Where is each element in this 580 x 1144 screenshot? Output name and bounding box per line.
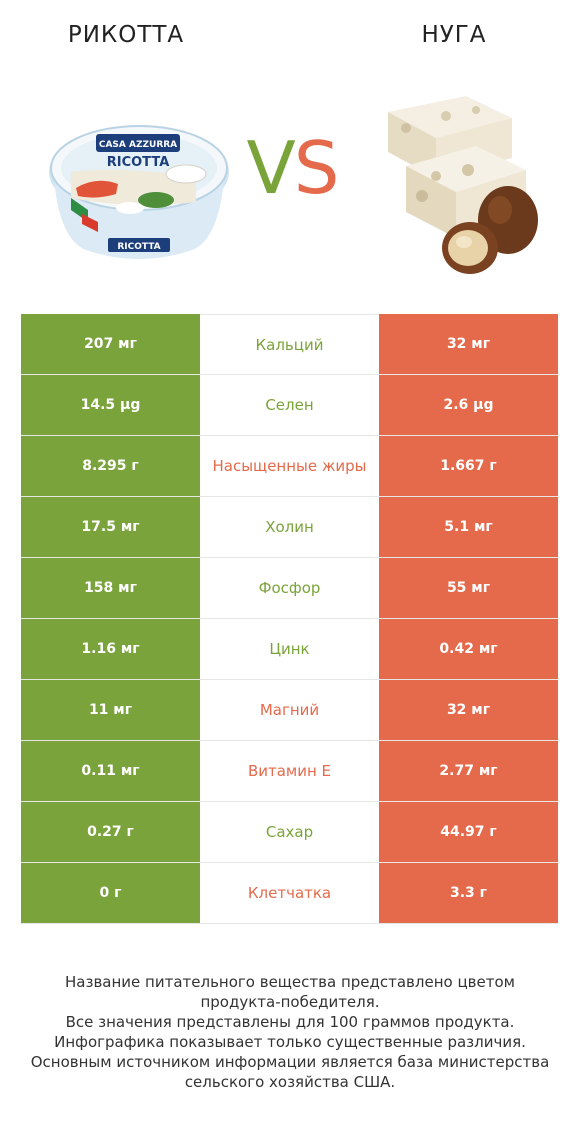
table-row: 8.295 г Насыщенные жиры 1.667 г — [21, 436, 558, 497]
right-value: 0.42 мг — [379, 619, 558, 679]
footer-line: продукта-победителя. — [200, 993, 380, 1011]
table-row: 158 мг Фосфор 55 мг — [21, 558, 558, 619]
table-row: 0.11 мг Витамин E 2.77 мг — [21, 741, 558, 802]
nutrient-name: Магний — [200, 680, 379, 740]
table-row: 11 мг Магний 32 мг — [21, 680, 558, 741]
footer-note: Название питательного вещества представл… — [20, 972, 560, 1092]
nutrient-name: Холин — [200, 497, 379, 557]
vs-s: S — [293, 126, 340, 210]
table-row: 17.5 мг Холин 5.1 мг — [21, 497, 558, 558]
left-value: 14.5 µg — [21, 375, 200, 435]
right-value: 32 мг — [379, 314, 558, 374]
table-row: 1.16 мг Цинк 0.42 мг — [21, 619, 558, 680]
nutrient-name: Насыщенные жиры — [200, 436, 379, 496]
left-value: 207 мг — [21, 314, 200, 374]
right-value: 44.97 г — [379, 802, 558, 862]
left-value: 0 г — [21, 863, 200, 923]
left-value: 158 мг — [21, 558, 200, 618]
ricotta-image: CASA AZZURRA RICOTTA RICOTTA — [49, 125, 229, 259]
nutrient-name: Клетчатка — [200, 863, 379, 923]
right-value: 5.1 мг — [379, 497, 558, 557]
right-value: 32 мг — [379, 680, 558, 740]
nutrient-name: Витамин E — [200, 741, 379, 801]
right-value: 3.3 г — [379, 863, 558, 923]
vs-v: V — [246, 126, 296, 210]
nutrient-comparison-table: 207 мг Кальций 32 мг 14.5 µg Селен 2.6 µ… — [21, 314, 558, 924]
left-value: 17.5 мг — [21, 497, 200, 557]
footer-line: Инфографика показывает только существенн… — [54, 1033, 526, 1051]
table-row: 207 мг Кальций 32 мг — [21, 314, 558, 375]
footer-line: Основным источником информации является … — [30, 1053, 550, 1071]
right-value: 2.6 µg — [379, 375, 558, 435]
nutrient-name: Фосфор — [200, 558, 379, 618]
right-value: 2.77 мг — [379, 741, 558, 801]
table-row: 0.27 г Сахар 44.97 г — [21, 802, 558, 863]
left-value: 0.11 мг — [21, 741, 200, 801]
product-label-bottom: RICOTTA — [117, 242, 160, 252]
right-product-title: НУГА — [421, 22, 487, 48]
nutrient-name: Селен — [200, 375, 379, 435]
left-value: 0.27 г — [21, 802, 200, 862]
nougat-image — [388, 96, 538, 274]
left-value: 1.16 мг — [21, 619, 200, 679]
versus-label: VS — [232, 132, 352, 204]
brand-label: CASA AZZURRA — [99, 140, 177, 150]
left-product-title: РИКОТТА — [67, 22, 185, 48]
right-value: 1.667 г — [379, 436, 558, 496]
table-row: 14.5 µg Селен 2.6 µg — [21, 375, 558, 436]
product-label: RICOTTA — [107, 155, 170, 170]
nutrient-name: Цинк — [200, 619, 379, 679]
right-value: 55 мг — [379, 558, 558, 618]
nutrient-name: Сахар — [200, 802, 379, 862]
footer-line: Название питательного вещества представл… — [65, 973, 515, 991]
left-value: 11 мг — [21, 680, 200, 740]
nutrient-name: Кальций — [200, 314, 379, 374]
left-value: 8.295 г — [21, 436, 200, 496]
table-row: 0 г Клетчатка 3.3 г — [21, 863, 558, 924]
footer-line: сельского хозяйства США. — [184, 1073, 396, 1091]
footer-line: Все значения представлены для 100 граммо… — [65, 1013, 515, 1031]
